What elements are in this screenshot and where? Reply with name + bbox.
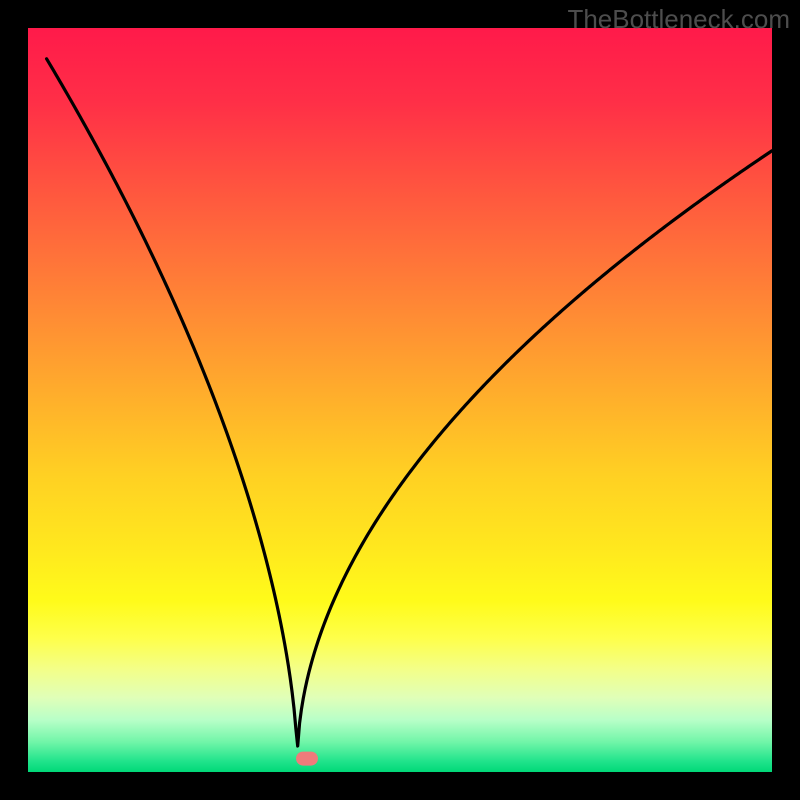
optimum-marker xyxy=(296,752,318,766)
chart-outer: TheBottleneck.com xyxy=(0,0,800,800)
chart-svg xyxy=(0,0,800,800)
plot-background xyxy=(28,28,772,772)
watermark-text: TheBottleneck.com xyxy=(567,4,790,35)
